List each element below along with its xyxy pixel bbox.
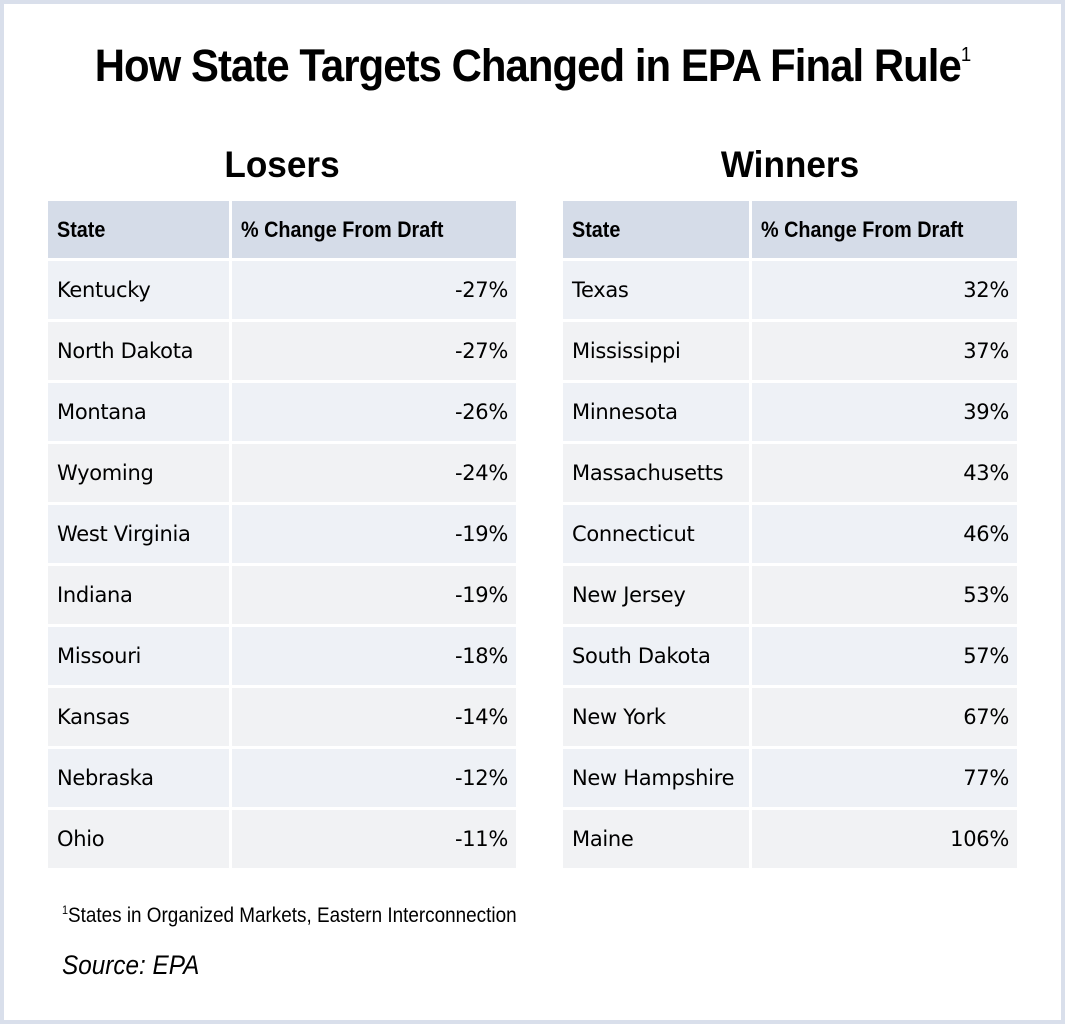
change-cell: -24% [232, 444, 516, 502]
change-cell: -14% [232, 688, 516, 746]
column-header-change: % Change From Draft [752, 201, 1017, 258]
state-cell: New Hampshire [563, 749, 749, 807]
page-title: How State Targets Changed in EPA Final R… [37, 40, 1027, 92]
change-cell: -19% [232, 566, 516, 624]
winners-header-row: State % Change From Draft [563, 201, 1017, 258]
column-header-state: State [563, 201, 749, 258]
change-cell: 43% [752, 444, 1017, 502]
change-cell: -19% [232, 505, 516, 563]
table-row: Texas 32% [563, 261, 1017, 319]
change-cell: 39% [752, 383, 1017, 441]
table-row: South Dakota 57% [563, 627, 1017, 685]
state-cell: New York [563, 688, 749, 746]
table-row: Mississippi 37% [563, 322, 1017, 380]
table-row: Connecticut 46% [563, 505, 1017, 563]
change-cell: 46% [752, 505, 1017, 563]
change-cell: -27% [232, 261, 516, 319]
state-cell: Ohio [48, 810, 229, 868]
column-header-state: State [48, 201, 229, 258]
change-cell: 67% [752, 688, 1017, 746]
table-row: Montana -26% [48, 383, 516, 441]
table-row: Minnesota 39% [563, 383, 1017, 441]
losers-table: State % Change From Draft Kentucky -27% N… [45, 198, 519, 871]
state-cell: North Dakota [48, 322, 229, 380]
state-cell: Wyoming [48, 444, 229, 502]
table-row: New Hampshire 77% [563, 749, 1017, 807]
change-cell: -27% [232, 322, 516, 380]
state-cell: South Dakota [563, 627, 749, 685]
winners-table: State % Change From Draft Texas 32% Missi… [560, 198, 1020, 871]
state-cell: Montana [48, 383, 229, 441]
table-row: New York 67% [563, 688, 1017, 746]
change-cell: -18% [232, 627, 516, 685]
change-cell: -12% [232, 749, 516, 807]
change-cell: 77% [752, 749, 1017, 807]
state-cell: Kansas [48, 688, 229, 746]
footnote: 1States in Organized Markets, Eastern In… [62, 903, 517, 928]
state-cell: Mississippi [563, 322, 749, 380]
table-row: Missouri -18% [48, 627, 516, 685]
change-cell: 37% [752, 322, 1017, 380]
state-cell: Missouri [48, 627, 229, 685]
change-cell: 57% [752, 627, 1017, 685]
losers-heading: Losers [224, 144, 340, 185]
table-row: Wyoming -24% [48, 444, 516, 502]
state-cell: Kentucky [48, 261, 229, 319]
change-cell: -11% [232, 810, 516, 868]
winners-heading: Winners [720, 144, 860, 185]
change-cell: 106% [752, 810, 1017, 868]
table-row: West Virginia -19% [48, 505, 516, 563]
state-cell: Maine [563, 810, 749, 868]
footnote-marker: 1 [62, 903, 69, 917]
column-header-change: % Change From Draft [232, 201, 516, 258]
table-row: Kentucky -27% [48, 261, 516, 319]
table-row: Kansas -14% [48, 688, 516, 746]
title-text: How State Targets Changed in EPA Final R… [94, 40, 962, 91]
table-row: Nebraska -12% [48, 749, 516, 807]
state-cell: Texas [563, 261, 749, 319]
table-row: Indiana -19% [48, 566, 516, 624]
table-row: North Dakota -27% [48, 322, 516, 380]
title-footnote-marker: 1 [960, 44, 971, 66]
state-cell: Massachusetts [563, 444, 749, 502]
change-cell: -26% [232, 383, 516, 441]
table-row: Massachusetts 43% [563, 444, 1017, 502]
state-cell: Minnesota [563, 383, 749, 441]
state-cell: New Jersey [563, 566, 749, 624]
table-row: New Jersey 53% [563, 566, 1017, 624]
source-credit: Source: EPA [62, 950, 200, 980]
state-cell: Indiana [48, 566, 229, 624]
table-row: Maine 106% [563, 810, 1017, 868]
footnote-text: States in Organized Markets, Eastern Int… [68, 904, 517, 927]
state-cell: West Virginia [48, 505, 229, 563]
change-cell: 53% [752, 566, 1017, 624]
change-cell: 32% [752, 261, 1017, 319]
losers-header-row: State % Change From Draft [48, 201, 516, 258]
table-row: Ohio -11% [48, 810, 516, 868]
state-cell: Nebraska [48, 749, 229, 807]
state-cell: Connecticut [563, 505, 749, 563]
